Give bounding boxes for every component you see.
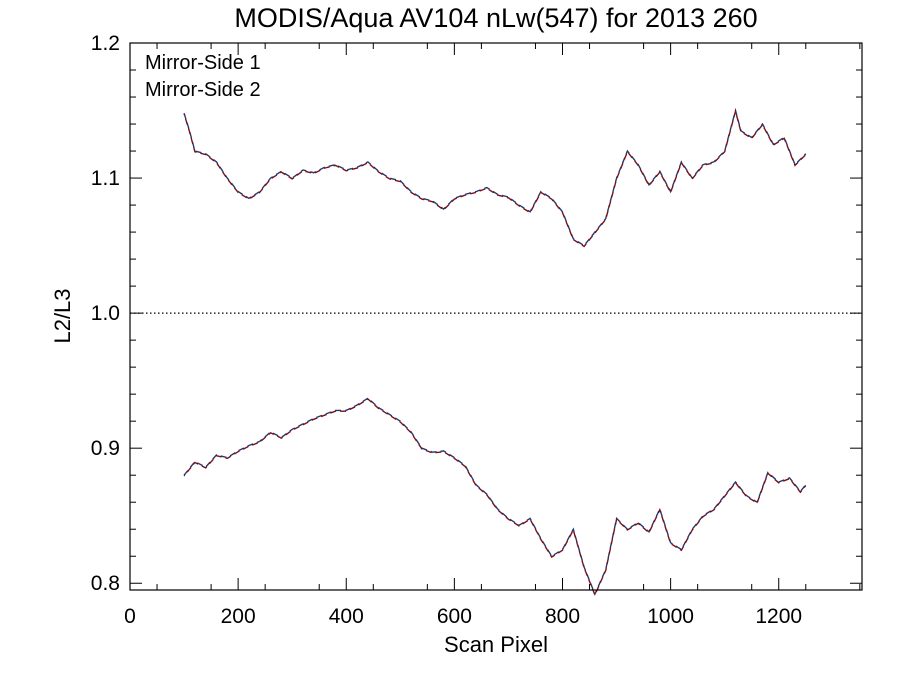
x-tick-label: 800 — [545, 605, 580, 628]
x-tick-label: 400 — [329, 605, 364, 628]
axis-ticks — [129, 42, 862, 590]
x-tick-label: 200 — [221, 605, 256, 628]
plot-frame — [129, 42, 863, 591]
x-tick-label: 0 — [124, 605, 136, 628]
y-tick-label: 1.0 — [91, 302, 120, 325]
lower-envelope-mirror-side-2 — [183, 398, 807, 597]
lower-envelope-mirror-side-1 — [183, 397, 807, 596]
upper-envelope-mirror-side-1 — [183, 107, 807, 247]
legend-label-mirror-side-1: Mirror-Side 1 — [145, 52, 261, 74]
y-axis-label: L2/L3 — [50, 288, 75, 343]
x-tick-label: 600 — [437, 605, 472, 628]
upper-envelope-mirror-side-2 — [183, 108, 807, 248]
y-tick-label: 0.9 — [91, 437, 120, 460]
x-axis-label: Scan Pixel — [444, 632, 548, 657]
envelope-lines — [183, 107, 807, 597]
chart-title: MODIS/Aqua AV104 nLw(547) for 2013 260 — [234, 3, 757, 33]
y-tick-label: 1.1 — [91, 167, 120, 190]
tick-labels: 0 200 400 600 800 1000 1200 0.8 0.9 1.0 1.1 1.2 — [91, 32, 802, 628]
legend-label-mirror-side-2: Mirror-Side 2 — [145, 79, 261, 101]
x-tick-label: 1000 — [647, 605, 694, 628]
data-points — [184, 0, 806, 415]
x-tick-label: 1200 — [755, 605, 802, 628]
y-tick-label: 1.2 — [91, 32, 120, 55]
y-tick-label: 0.8 — [91, 572, 120, 595]
